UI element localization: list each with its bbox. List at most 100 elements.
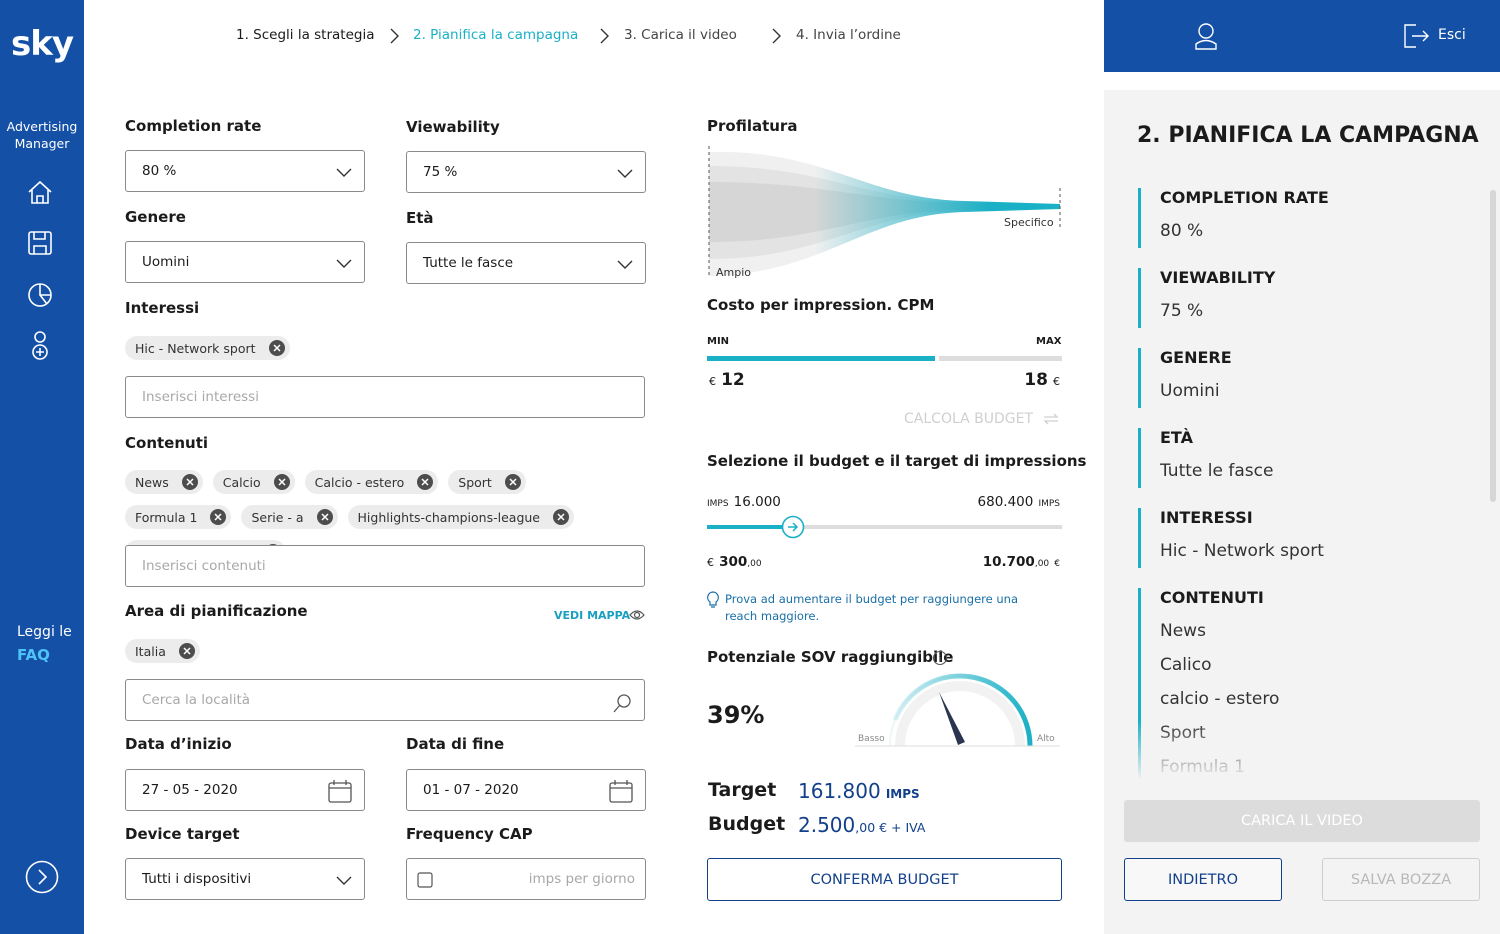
date-input[interactable]: 27 - 05 - 2020 [125, 769, 365, 811]
decimals: ,00 [747, 559, 762, 569]
section-title: Profilatura [707, 117, 798, 135]
tag-remove[interactable] [316, 508, 334, 526]
tag-remove[interactable] [268, 339, 286, 357]
app-name: Advertising Manager [6, 119, 78, 151]
recap-label: INTERESSI [1160, 508, 1253, 527]
value: 16.000 [733, 494, 781, 510]
gauge-label: Alto [1037, 734, 1055, 744]
recap-value: Hic - Network sport [1160, 541, 1324, 561]
currency: € [1054, 559, 1060, 569]
tag-label: Highlights-champions-league [357, 509, 540, 525]
budget-slider-track[interactable] [707, 525, 1062, 529]
step-active[interactable]: 2. Pianifica la campagna [413, 27, 579, 43]
search-input[interactable]: Cerca la località [125, 679, 645, 721]
tag-remove[interactable] [552, 508, 570, 526]
unit: IMPS [885, 787, 920, 801]
cpm-min: € 12 [709, 370, 745, 390]
tag: Hic - Network sport [125, 336, 290, 360]
value: 680.400 [977, 494, 1034, 510]
upload-video-button[interactable]: CARICA IL VIDEO [1124, 800, 1480, 842]
recap-value: 80 % [1160, 221, 1204, 241]
dropdown[interactable]: 75 % [406, 151, 646, 193]
tag-remove[interactable] [181, 473, 199, 491]
recap-value: calcio - estero [1160, 689, 1280, 709]
confirm-budget-button[interactable]: CONFERMA BUDGET [707, 858, 1062, 901]
field-label: Data d’inizio [125, 735, 232, 753]
tag-remove[interactable] [209, 508, 227, 526]
recap-title: 2. PIANIFICA LA CAMPAGNA [1137, 123, 1479, 148]
scrollbar[interactable] [1490, 190, 1496, 502]
tag-remove[interactable] [273, 473, 291, 491]
frequency-input[interactable]: imps per giorno [406, 858, 646, 900]
section-title: Potenziale SOV raggiungibile [707, 648, 954, 666]
recap-value: 75 % [1160, 301, 1204, 321]
dropdown-value: Uomini [142, 254, 190, 270]
field-label: Viewability [406, 118, 500, 136]
recap-item: ETÀ Tutte le fasce [1138, 428, 1468, 488]
logout-icon[interactable] [1402, 22, 1430, 50]
tag: Serie - a [241, 505, 338, 529]
recap-item: CONTENUTI News Calico calcio - estero Sport F… [1138, 588, 1468, 780]
tag-label: Hic - Network sport [135, 340, 256, 356]
save-draft-button[interactable]: SALVA BOZZA [1322, 858, 1480, 901]
field-label: Frequency CAP [406, 825, 533, 843]
recap-item: INTERESSI Hic - Network sport [1138, 508, 1468, 568]
step[interactable]: 4. Invia l’ordine [796, 27, 901, 43]
step[interactable]: 3. Carica il video [624, 27, 737, 43]
section-title: Costo per impression. CPM [707, 296, 935, 314]
currency: € [1053, 375, 1060, 388]
tag-label: Calcio [222, 474, 261, 490]
unit: IMPS [707, 499, 729, 509]
back-button[interactable]: INDIETRO [1124, 858, 1282, 901]
expand-button[interactable] [25, 860, 59, 894]
tag-remove[interactable] [416, 473, 434, 491]
value: 18 [1024, 370, 1048, 390]
dropdown[interactable]: Uomini [125, 241, 365, 283]
target-label: Target [708, 779, 777, 801]
tag: Highlights-champions-league [347, 505, 574, 529]
budget-slider-knob[interactable] [781, 515, 805, 539]
range-label: MIN [707, 336, 730, 347]
tag-label: Sport [458, 474, 492, 490]
calc-budget-button[interactable]: CALCOLA BUDGET [904, 411, 1033, 427]
date-value: 27 - 05 - 2020 [142, 782, 238, 798]
nav-icons[interactable] [26, 178, 56, 378]
date-input[interactable]: 01 - 07 - 2020 [406, 769, 646, 811]
budget-value: 2.500,00 € + IVA [798, 813, 925, 837]
info-icon[interactable] [932, 650, 948, 666]
range-label: MAX [1036, 336, 1062, 347]
recap-label: CONTENUTI [1160, 588, 1264, 607]
faq-prefix: Leggi le [17, 624, 72, 640]
eye-icon [629, 610, 645, 620]
tag: Sport [448, 470, 526, 494]
user-icon[interactable] [1194, 22, 1218, 50]
tag-remove[interactable] [178, 642, 196, 660]
text-input[interactable]: Inserisci contenuti [125, 545, 645, 587]
text-input[interactable]: Inserisci interessi [125, 376, 645, 418]
recap-value: Uomini [1160, 381, 1220, 401]
recap-list: COMPLETION RATE 80 % VIEWABILITY 75 % GENERE… [1138, 188, 1468, 780]
faq-link[interactable]: FAQ [17, 646, 50, 664]
dropdown[interactable]: Tutti i dispositivi [125, 858, 365, 900]
logout-label[interactable]: Esci [1438, 27, 1466, 43]
step-chevrons [390, 28, 781, 44]
dropdown[interactable]: 80 % [125, 150, 365, 192]
value: 300 [719, 554, 748, 570]
sidebar: sky Advertising Manager Leggi le FAQ [0, 0, 84, 934]
field-label: Device target [125, 825, 240, 843]
section-title: Selezione il budget e il target di impre… [707, 452, 1087, 470]
budget-slider-fill [707, 525, 787, 529]
tag-remove[interactable] [504, 473, 522, 491]
funnel-label: Specifico [1004, 216, 1054, 229]
currency: € [709, 375, 716, 388]
map-link[interactable]: VEDI MAPPA [554, 609, 631, 622]
tag-list: Hic - Network sport [125, 336, 645, 360]
recap-value: Calico [1160, 655, 1212, 675]
step[interactable]: 1. Scegli la strategia [236, 27, 375, 43]
logo[interactable]: sky [10, 24, 74, 64]
recap-label: VIEWABILITY [1160, 268, 1276, 287]
tag-list: Italia [125, 639, 645, 663]
cpm-max: 18 € [1024, 370, 1060, 390]
dropdown[interactable]: Tutte le fasce [406, 242, 646, 284]
imps-max: 680.400 IMPS [978, 491, 1060, 510]
